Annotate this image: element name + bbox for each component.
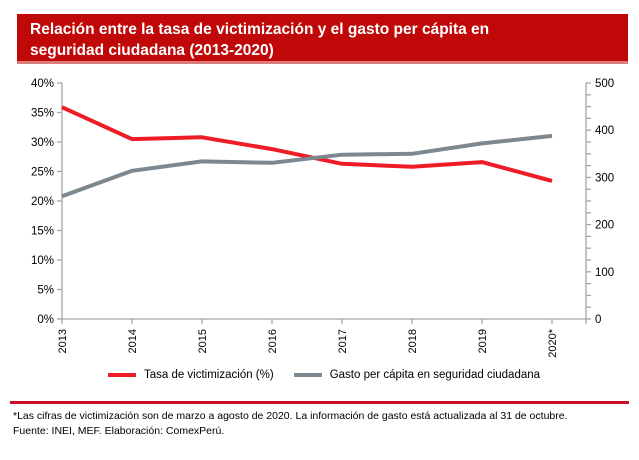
victimization-line-swatch — [107, 373, 136, 377]
svg-text:2013: 2013 — [57, 329, 69, 353]
svg-text:35%: 35% — [31, 108, 54, 120]
svg-text:0: 0 — [595, 314, 601, 326]
legend: Tasa de victimización (%) Gasto per cápi… — [62, 364, 586, 386]
svg-text:25%: 25% — [31, 167, 54, 179]
legend-label-victimization: Tasa de victimización (%) — [143, 369, 274, 381]
svg-text:2017: 2017 — [337, 329, 349, 353]
axis-labels: 0% 5% 10% 15% 20% 25% 30% 35% 40% 0 100 200 300 400 50… — [31, 78, 614, 358]
victimization-line — [61, 105, 553, 183]
chart-title: Relación entre la tasa de victimización … — [30, 21, 490, 59]
svg-text:300: 300 — [595, 172, 614, 184]
chart-canvas: 0% 5% 10% 15% 20% 25% 30% 35% 40% 0 100 200 300 400 50… — [31, 78, 614, 358]
svg-text:2019: 2019 — [477, 329, 489, 353]
svg-text:500: 500 — [595, 78, 614, 90]
svg-text:10%: 10% — [31, 255, 54, 267]
svg-text:15%: 15% — [31, 226, 54, 238]
svg-text:2016: 2016 — [267, 329, 279, 353]
svg-text:2020*: 2020* — [547, 328, 559, 357]
footnote-source: Fuente: INEI, MEF. Elaboración: ComexPer… — [13, 425, 225, 437]
legend-label-spending: Gasto per cápita en seguridad ciudadana — [329, 369, 541, 381]
spending-line-swatch — [293, 373, 322, 377]
svg-text:2014: 2014 — [127, 329, 139, 353]
svg-text:30%: 30% — [31, 137, 54, 149]
svg-text:40%: 40% — [31, 78, 54, 90]
svg-text:20%: 20% — [31, 196, 54, 208]
svg-text:2018: 2018 — [407, 329, 419, 353]
svg-text:5%: 5% — [37, 285, 54, 297]
svg-text:200: 200 — [595, 220, 614, 232]
svg-text:0%: 0% — [37, 314, 54, 326]
svg-text:100: 100 — [595, 267, 614, 279]
svg-text:2015: 2015 — [197, 329, 209, 353]
title-banner: Relación entre la tasa de victimización … — [17, 14, 628, 64]
footnote-note: *Las cifras de victimización son de marz… — [13, 410, 568, 422]
axes — [57, 82, 591, 324]
legend-item-spending: Gasto per cápita en seguridad ciudadana — [293, 369, 541, 381]
footnote: *Las cifras de victimización son de marz… — [13, 409, 629, 439]
footer-divider — [10, 401, 629, 404]
legend-item-victimization: Tasa de victimización (%) — [107, 369, 274, 381]
spending-line — [61, 133, 553, 199]
svg-text:400: 400 — [595, 125, 614, 137]
